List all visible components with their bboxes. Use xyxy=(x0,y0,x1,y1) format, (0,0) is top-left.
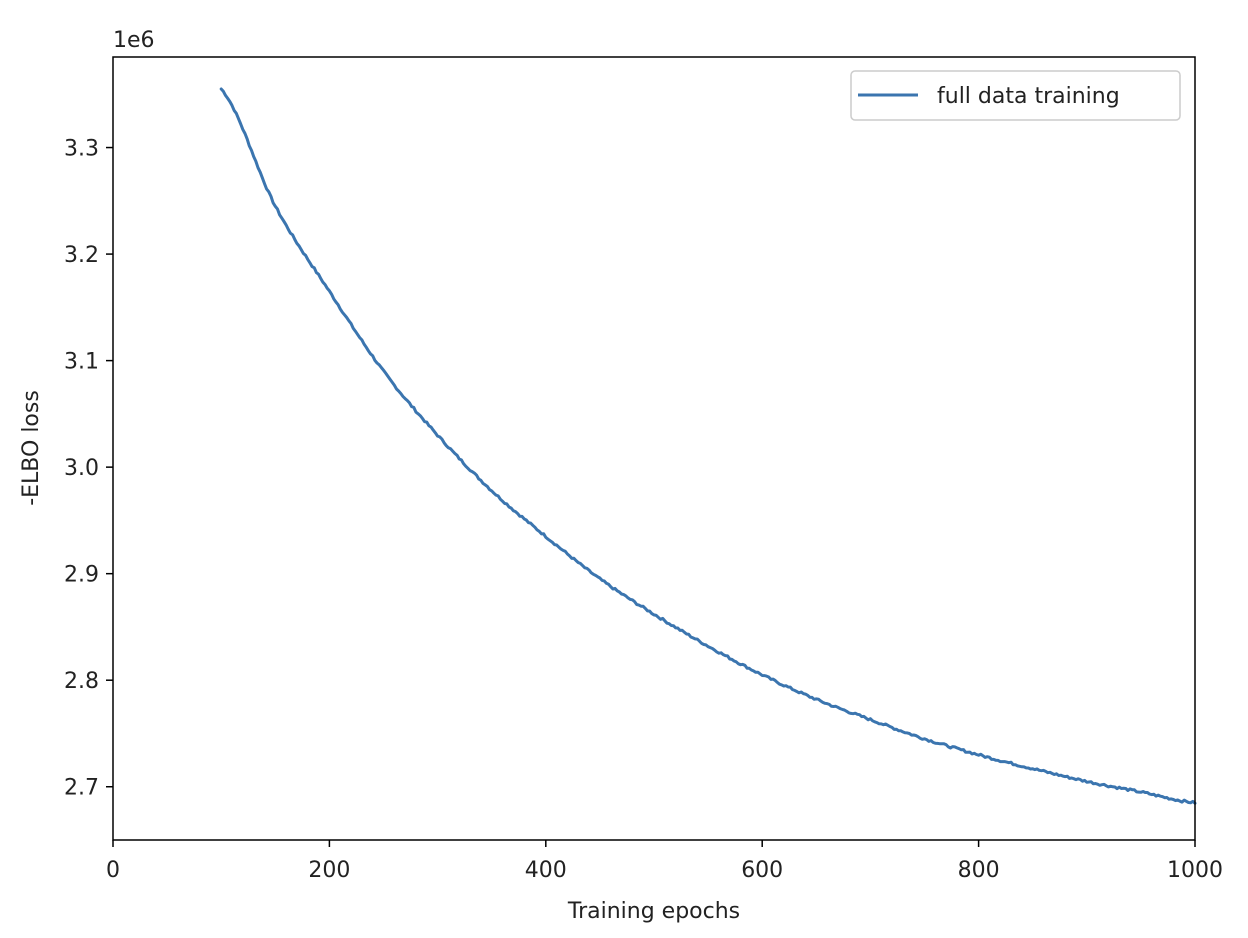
plot-frame xyxy=(112,56,1196,841)
x-tick-label: 0 xyxy=(106,858,120,883)
x-axis-label: Training epochs xyxy=(567,899,740,924)
legend-box xyxy=(850,70,1181,121)
y-tick-label: 2.9 xyxy=(64,563,99,588)
x-axis-ticks: 0 200 400 600 800 1000 xyxy=(106,840,1223,883)
x-tick-label: 800 xyxy=(958,858,1000,883)
x-tick-label: 200 xyxy=(308,858,350,883)
y-tick-label: 3.0 xyxy=(64,456,99,481)
x-tick-label: 1000 xyxy=(1167,858,1223,883)
x-tick-label: 600 xyxy=(741,858,783,883)
y-axis-ticks: 2.7 2.8 2.9 3.0 3.1 3.2 3.3 xyxy=(64,137,113,801)
y-tick-label: 3.2 xyxy=(64,243,99,268)
y-tick-label: 2.7 xyxy=(64,776,99,801)
y-tick-label: 3.3 xyxy=(64,137,99,162)
x-tick-label: 400 xyxy=(525,858,567,883)
plot-background xyxy=(113,57,1195,840)
y-axis-label: -ELBO loss xyxy=(19,390,44,506)
legend: full data training xyxy=(850,70,1181,121)
y-tick-label: 2.8 xyxy=(64,669,99,694)
legend-label-full-data-training: full data training xyxy=(937,84,1120,109)
series-line-full-data-training xyxy=(219,87,1197,805)
y-offset-label: 1e6 xyxy=(113,28,155,53)
y-tick-label: 3.1 xyxy=(64,350,99,375)
